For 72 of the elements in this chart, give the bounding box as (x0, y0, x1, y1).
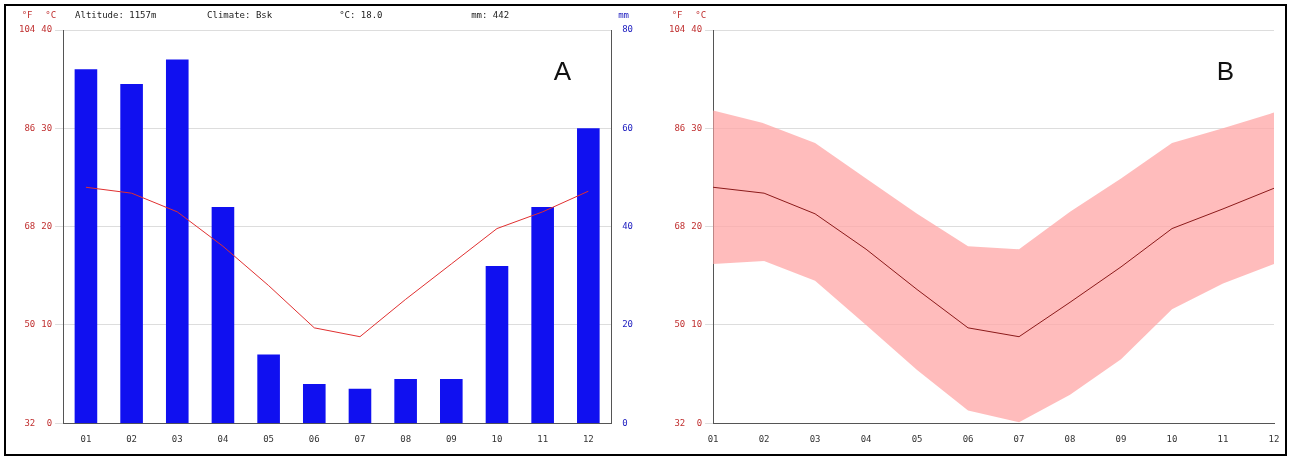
y-axis-title: °C (695, 9, 707, 20)
x-tick-label: 10 (1166, 433, 1178, 444)
x-tick-label: 08 (1064, 433, 1076, 444)
x-tick-label: 09 (1115, 433, 1127, 444)
text: Altitude: 1157m (75, 9, 157, 20)
y-tick-label: 30 (691, 122, 703, 133)
x-tick-label: 06 (962, 433, 974, 444)
bar (577, 128, 600, 424)
y3-tick-label: 50 (674, 319, 686, 330)
y3-tick-label: 68 (674, 220, 686, 231)
y3-tick-label: 32 (674, 417, 686, 428)
y3-tick-label: 50 (24, 319, 36, 330)
y2-tick-label: 20 (622, 319, 634, 330)
x-tick-label: 03 (809, 433, 821, 444)
x-tick-label: 09 (445, 433, 457, 444)
x-tick-label: 08 (400, 433, 412, 444)
y-axis-title: °C (45, 9, 57, 20)
bar (302, 383, 326, 424)
y-tick-label: 10 (41, 319, 53, 330)
y2-tick-label: 0 (622, 417, 628, 428)
y-tick-label: 30 (41, 122, 53, 133)
y3-tick-label: 32 (24, 417, 36, 428)
y-tick-label: 0 (46, 417, 53, 428)
bar (165, 59, 189, 424)
bar (531, 206, 554, 424)
x-tick-label: 06 (308, 433, 320, 444)
y3-tick-label: 86 (674, 122, 686, 133)
text: A (553, 56, 572, 87)
y-tick-label: 40 (41, 24, 53, 35)
text: °C: 18.0 (339, 9, 383, 20)
y3-axis-title: °F (671, 9, 683, 20)
x-tick-label: 01 (707, 433, 719, 444)
x-tick-label: 07 (1013, 433, 1025, 444)
text: Climate: Bsk (207, 9, 273, 20)
x-tick-label: 12 (1268, 433, 1280, 444)
bar (440, 378, 463, 424)
y3-tick-label: 86 (24, 122, 36, 133)
x-tick-label: 01 (80, 433, 92, 444)
x-tick-label: 10 (491, 433, 503, 444)
x-tick-label: 03 (171, 433, 183, 444)
text: B (1216, 56, 1234, 87)
bar (348, 388, 372, 424)
x-tick-label: 05 (911, 433, 923, 444)
x-tick-label: 02 (758, 433, 770, 444)
y2-tick-label: 60 (622, 122, 634, 133)
x-tick-label: 04 (217, 433, 229, 444)
text: mm: 442 (471, 9, 510, 20)
x-tick-label: 07 (354, 433, 366, 444)
bar (485, 265, 509, 424)
y2-tick-label: 40 (622, 220, 634, 231)
y-tick-label: 20 (41, 220, 53, 231)
y2-tick-label: 80 (622, 24, 634, 35)
y3-tick-label: 104 (668, 24, 686, 35)
bar (120, 84, 143, 424)
bar (211, 206, 235, 424)
bar (394, 378, 417, 424)
x-tick-label: 02 (126, 433, 138, 444)
y3-axis-title: °F (21, 9, 33, 20)
y-tick-label: 0 (696, 417, 703, 428)
x-tick-label: 11 (1217, 433, 1229, 444)
bar (74, 69, 98, 424)
bar (257, 354, 280, 424)
y3-tick-label: 68 (24, 220, 36, 231)
x-tick-label: 04 (860, 433, 872, 444)
y-tick-label: 20 (691, 220, 703, 231)
y2-axis-title: mm (618, 9, 629, 20)
x-tick-label: 05 (263, 433, 275, 444)
y-tick-label: 10 (691, 319, 703, 330)
y-tick-label: 40 (691, 24, 703, 35)
y3-tick-label: 104 (18, 24, 36, 35)
x-tick-label: 12 (582, 433, 594, 444)
x-tick-label: 11 (537, 433, 549, 444)
